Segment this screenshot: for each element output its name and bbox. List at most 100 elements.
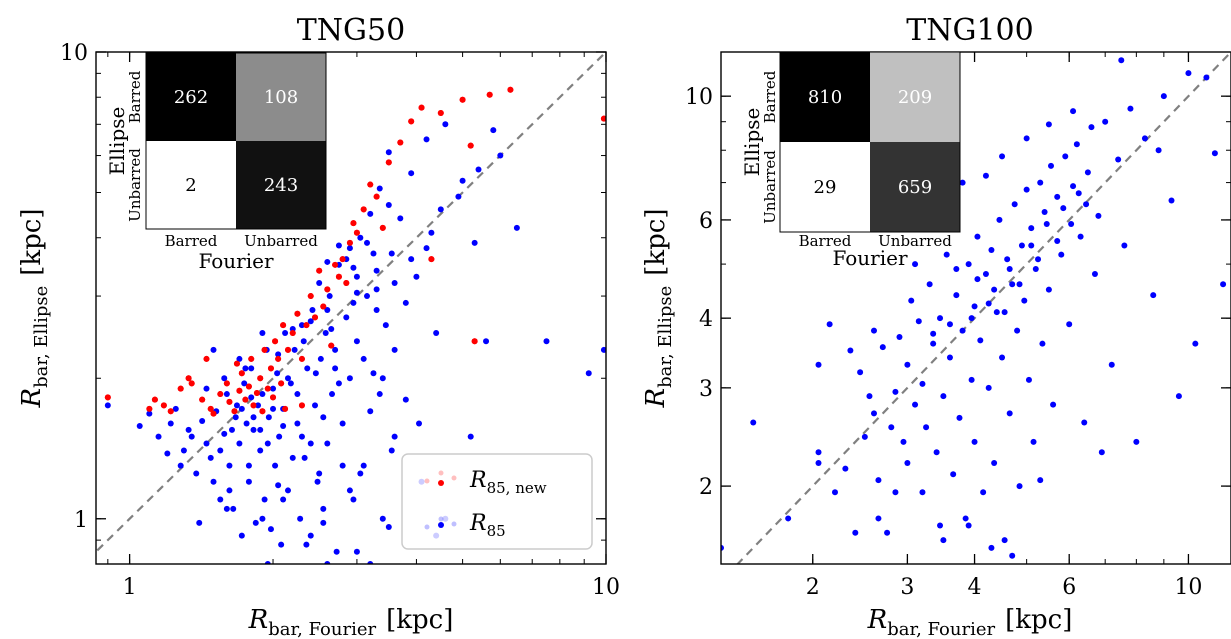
data-point-r-85 — [324, 258, 331, 265]
data-point-series — [946, 321, 953, 328]
data-point-r-85 — [367, 561, 374, 564]
data-point-r-85 — [236, 440, 243, 447]
data-point-series — [1175, 393, 1182, 400]
data-point-r85-new — [428, 256, 435, 263]
data-point-series — [904, 459, 911, 466]
data-point-series — [870, 410, 877, 417]
y-axis-label: Rbar, Ellipse[kpc] — [641, 209, 676, 409]
data-point-r-85 — [320, 414, 327, 421]
legend-marker-faint — [438, 516, 444, 522]
data-point-r-85 — [360, 462, 367, 469]
data-point-series — [982, 270, 989, 277]
data-point-r85-new — [600, 115, 606, 122]
cm-value: 108 — [264, 87, 298, 108]
data-point-series — [904, 361, 911, 368]
data-point-r-85 — [370, 370, 377, 377]
data-point-r85-new — [360, 206, 367, 213]
data-point-r85-new — [507, 86, 514, 93]
data-point-r85-new — [257, 375, 264, 382]
data-point-r85-new — [303, 322, 310, 329]
data-point-r-85 — [245, 478, 252, 485]
data-point-r-85 — [416, 420, 423, 427]
data-point-series — [1014, 327, 1021, 334]
data-point-r-85 — [328, 326, 335, 333]
legend-label-r85-new: R85, new — [469, 468, 547, 497]
data-point-series — [1081, 419, 1088, 426]
legend-marker-r85-new — [438, 480, 444, 486]
cm-cell-barred-unbarred — [236, 53, 326, 141]
data-point-r-85 — [376, 185, 383, 192]
data-point-r-85 — [199, 417, 206, 424]
data-point-r-85 — [402, 396, 409, 403]
data-point-r-85 — [221, 430, 228, 437]
data-point-r85-new — [278, 380, 285, 387]
cm-col-axis-label: Fourier — [832, 246, 907, 270]
data-point-r-85 — [353, 273, 360, 280]
data-point-r-85 — [298, 433, 305, 440]
data-point-series — [999, 354, 1006, 361]
data-point-r85-new — [259, 408, 266, 415]
data-point-series — [933, 449, 940, 456]
data-point-r-85 — [437, 206, 444, 213]
data-point-r-85 — [303, 541, 310, 548]
data-point-series — [857, 369, 864, 376]
data-point-series — [937, 522, 944, 529]
confusion-matrix-inset: 810 209 29 659 Barred Unbarred Ellipse B… — [740, 51, 961, 270]
cm-value: 659 — [898, 177, 932, 198]
data-point-series — [1023, 135, 1030, 142]
cm-col-axis-label: Fourier — [198, 249, 273, 273]
data-point-series — [943, 251, 950, 258]
data-point-series — [980, 489, 987, 496]
panel-tng100: TNG100 2 3 4 6 10 2 3 4 6 10 Rbar, Fourier [kpc] R… — [641, 13, 1231, 639]
data-point-r-85 — [257, 426, 264, 433]
data-point-r-85 — [357, 470, 364, 477]
data-point-r85-new — [346, 239, 353, 246]
data-point-series — [1058, 251, 1065, 258]
data-point-series — [1127, 105, 1134, 112]
data-point-r85-new — [353, 229, 360, 236]
data-point-series — [1084, 169, 1091, 176]
data-point-r-85 — [294, 391, 301, 398]
y-axis-label: Rbar, Ellipse[kpc] — [17, 209, 52, 409]
x-tick-label: 4 — [968, 575, 982, 600]
data-point-r-85 — [397, 215, 404, 222]
data-point-r-85 — [585, 370, 592, 377]
data-point-series — [1054, 193, 1061, 200]
data-point-r-85 — [350, 264, 357, 271]
data-point-r-85 — [367, 408, 374, 415]
cm-col-label: Barred — [799, 232, 852, 250]
data-point-r-85 — [364, 293, 371, 300]
data-point-r-85 — [373, 307, 380, 314]
data-point-series — [1043, 221, 1050, 228]
data-point-r-85 — [196, 519, 203, 526]
data-point-r-85 — [402, 299, 409, 306]
data-point-series — [884, 529, 891, 536]
legend-label-r85: R85 — [469, 511, 506, 540]
data-point-series — [866, 393, 873, 400]
data-point-r85-new — [270, 394, 277, 401]
data-point-series — [959, 179, 966, 186]
data-point-series — [996, 216, 1003, 223]
data-point-series — [993, 309, 1000, 316]
x-tick-label: 3 — [900, 575, 914, 600]
panel-title: TNG100 — [906, 13, 1034, 48]
cm-col-label: Unbarred — [244, 232, 318, 250]
cm-value: 243 — [264, 175, 298, 196]
data-point-series — [956, 414, 963, 421]
data-point-r85-new — [343, 279, 350, 286]
data-point-series — [875, 477, 882, 484]
data-point-r-85 — [230, 505, 237, 512]
y-tick-label: 6 — [699, 209, 713, 234]
data-point-r-85 — [264, 440, 271, 447]
data-point-r-85 — [307, 532, 314, 539]
data-point-r-85 — [312, 402, 319, 409]
data-point-r85-new — [437, 110, 444, 117]
data-point-r-85 — [385, 202, 392, 209]
data-point-r-85 — [226, 487, 233, 494]
data-point-r85-new — [177, 385, 184, 392]
data-point-r-85 — [146, 410, 153, 417]
data-point-series — [861, 433, 868, 440]
data-point-series — [971, 438, 978, 445]
cm-value: 262 — [174, 87, 208, 108]
axis-ticks: 2 3 4 6 10 2 3 4 6 10 — [685, 52, 1231, 600]
